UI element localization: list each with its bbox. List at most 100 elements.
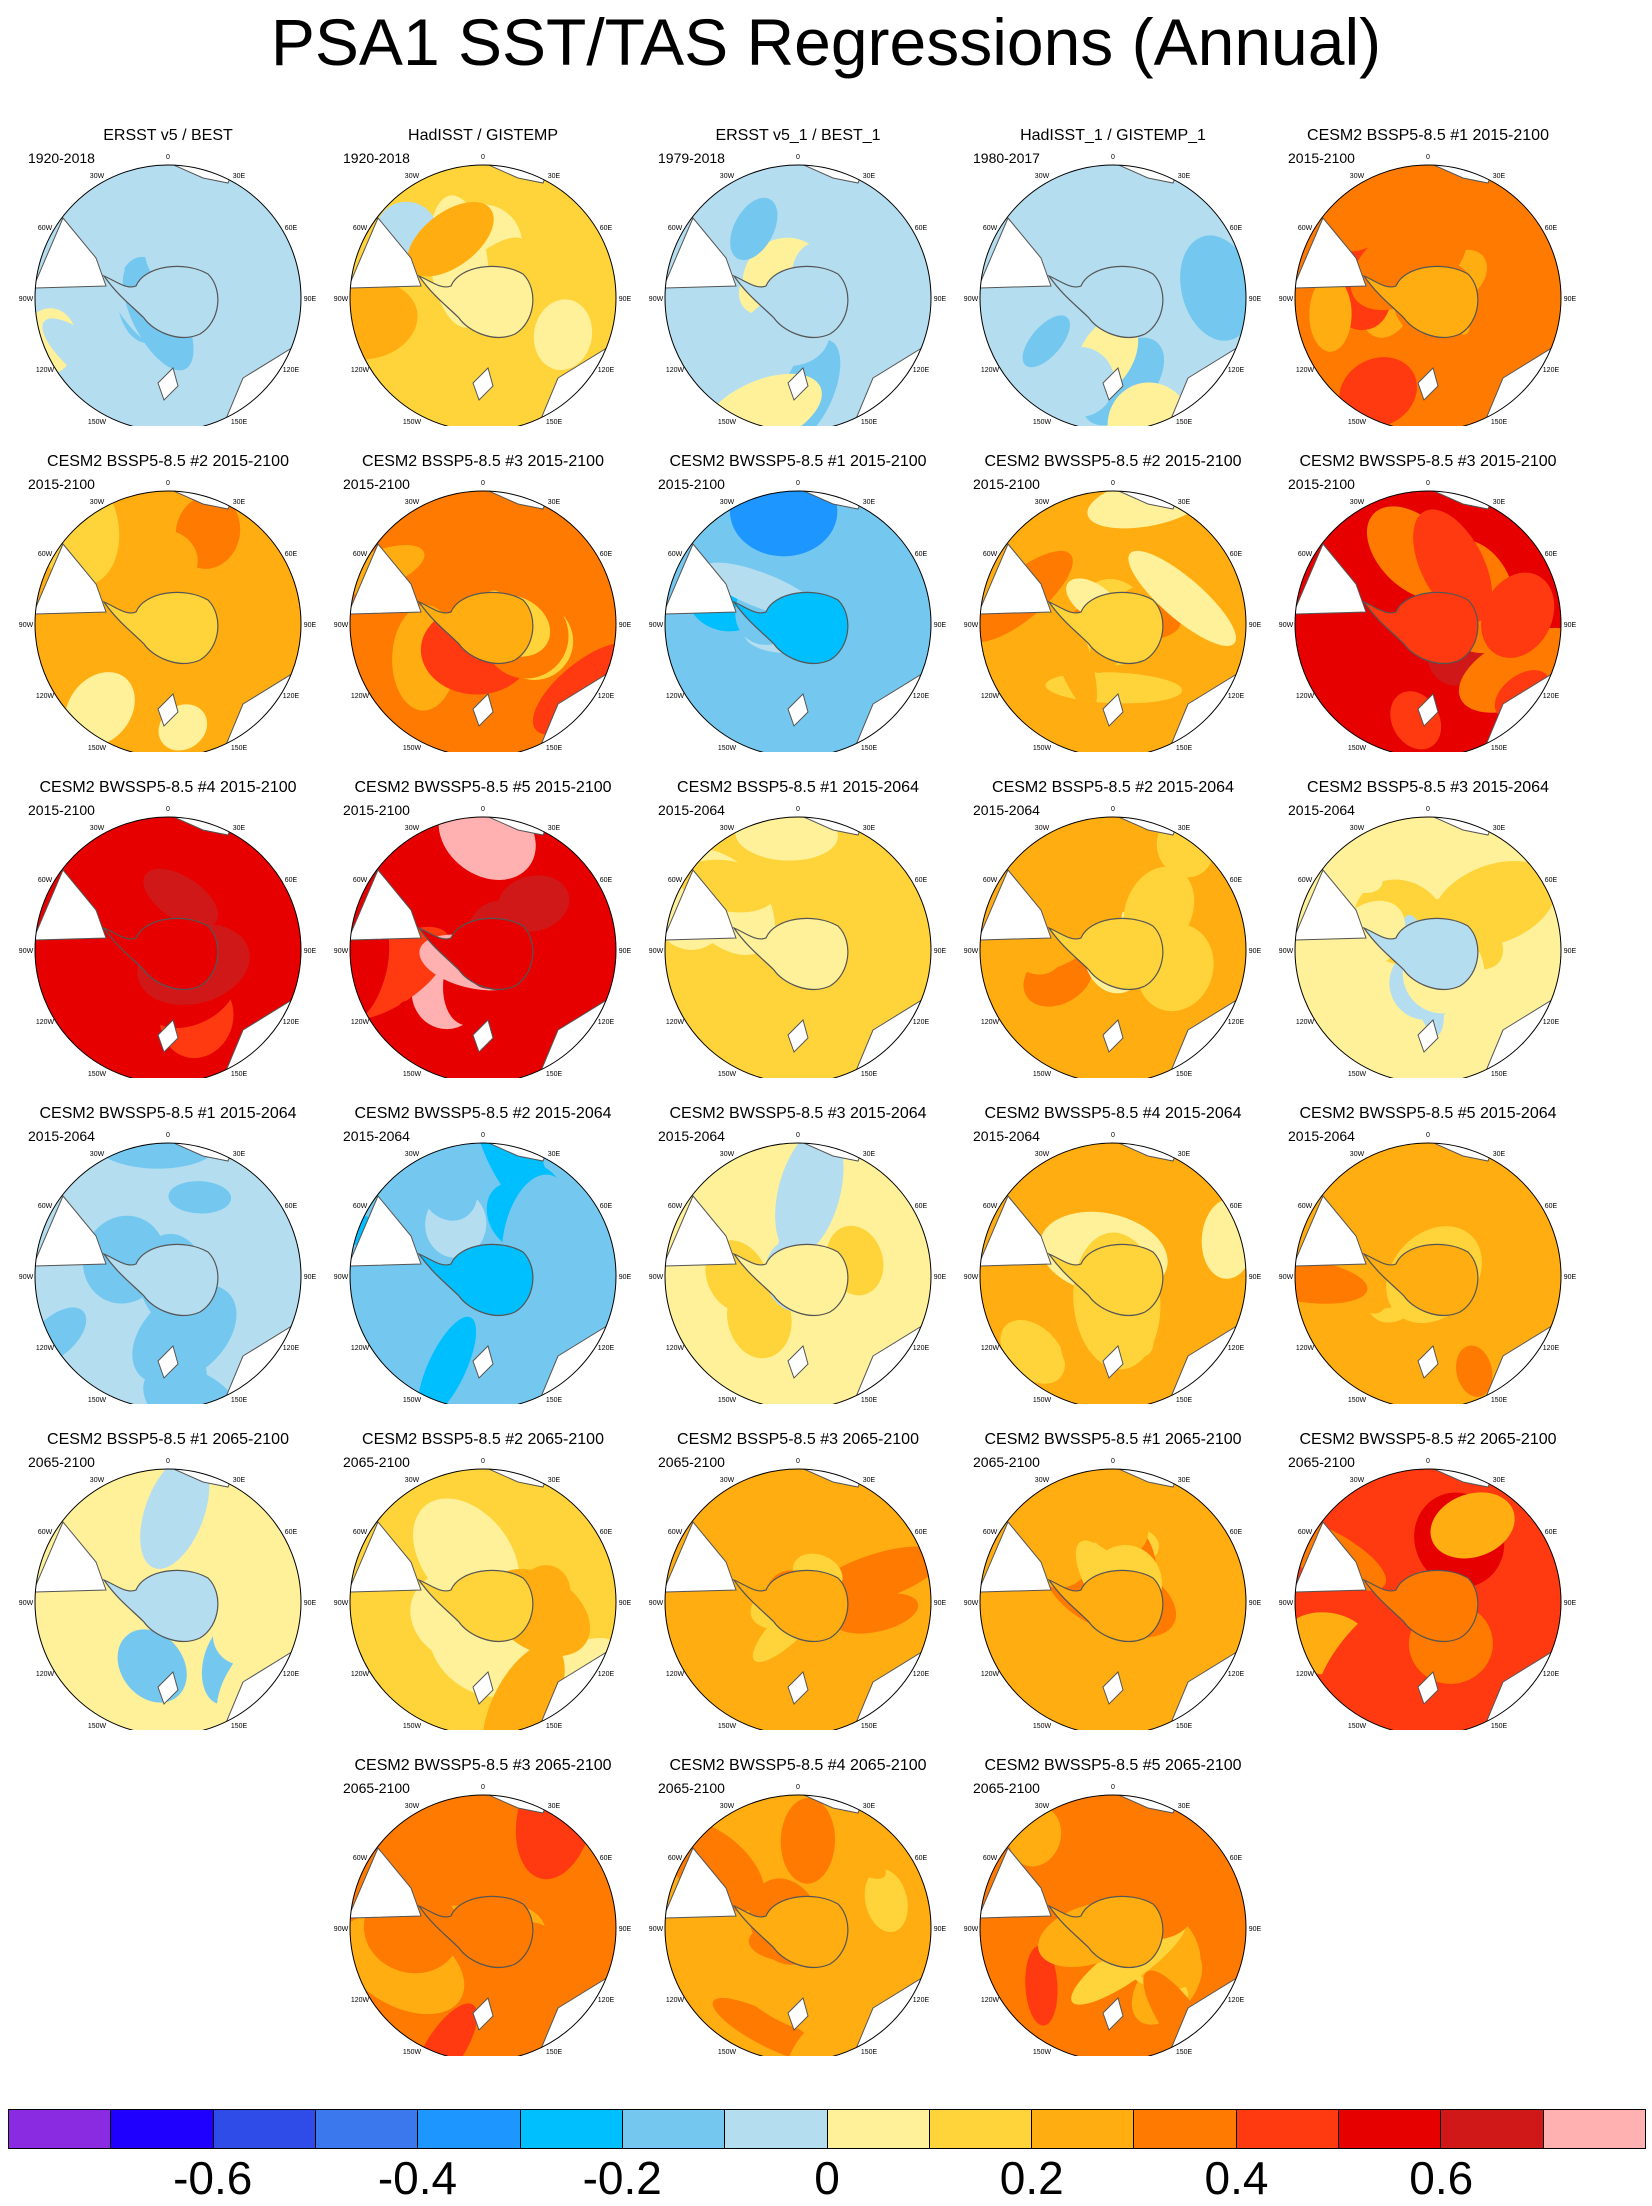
longitude-label: 90W: [964, 296, 979, 303]
panel-period: 2065-2100: [658, 1780, 725, 1796]
africa-land: [157, 491, 239, 510]
map-border: [349, 490, 617, 752]
longitude-label: 90W: [19, 1274, 34, 1281]
panel-period: 2065-2100: [973, 1454, 1040, 1470]
longitude-label: 30E: [1493, 173, 1506, 180]
panel-title: CESM2 BSSP5-8.5 #3 2015-2064: [1307, 779, 1549, 796]
anomaly-blob: [1481, 572, 1555, 658]
longitude-label: 0: [1111, 806, 1115, 813]
map-border: [1294, 1468, 1562, 1730]
longitude-label: 30E: [863, 1477, 876, 1484]
africa-land: [1102, 817, 1184, 836]
map-border: [979, 1142, 1247, 1404]
longitude-label: 90E: [1249, 1600, 1262, 1607]
longitude-label: 90W: [964, 948, 979, 955]
anomaly-blob: [1339, 357, 1417, 426]
panel-period: 2015-2100: [1288, 476, 1355, 492]
longitude-label: 120E: [1228, 1019, 1245, 1026]
longitude-label: 150W: [88, 419, 107, 426]
panel-title: CESM2 BWSSP5-8.5 #1 2015-2100: [669, 453, 927, 470]
longitude-label: 0: [166, 806, 170, 813]
longitude-label: 150W: [1348, 419, 1367, 426]
longitude-label: 60W: [668, 877, 683, 884]
longitude-label: 90W: [334, 1600, 349, 1607]
longitude-label: 30E: [1493, 499, 1506, 506]
polar-map: 030E60E90E120E150E180150W120W90W60W30W: [19, 1132, 317, 1404]
longitude-label: 90E: [619, 948, 632, 955]
anomaly-blob: [420, 1158, 478, 1221]
longitude-label: 90W: [1279, 1600, 1294, 1607]
longitude-label: 60W: [668, 1855, 683, 1862]
anomaly-blob: [1309, 276, 1352, 352]
antarctica-outline: [1047, 1895, 1164, 1968]
south-america-land: [35, 869, 107, 941]
antarctica-outline: [732, 1243, 849, 1316]
longitude-label: 30E: [1493, 1477, 1506, 1484]
map-border: [1294, 164, 1562, 426]
new-zealand-land: [787, 693, 809, 727]
longitude-label: 120W: [666, 1345, 685, 1352]
panel-title: CESM2 BWSSP5-8.5 #2 2015-2100: [984, 453, 1242, 470]
longitude-label: 30W: [720, 499, 735, 506]
new-zealand-land: [787, 1019, 809, 1053]
map-panel: 030E60E90E120E150E180150W120W90W60W30W CE…: [648, 452, 948, 752]
map-border: [979, 1794, 1247, 2056]
south-america-land: [980, 543, 1052, 615]
panel-period: 2065-2100: [28, 1454, 95, 1470]
map-panel: 030E60E90E120E150E180150W120W90W60W30WCE…: [333, 778, 633, 1078]
longitude-label: 90W: [649, 1274, 664, 1281]
polar-map: 030E60E90E120E150E180150W120W90W60W30W: [649, 480, 947, 752]
map-border: [1294, 490, 1562, 752]
anomaly-blob: [1317, 1600, 1407, 1706]
map-border: [664, 490, 932, 752]
longitude-label: 60E: [915, 877, 928, 884]
longitude-label: 60E: [600, 551, 613, 558]
longitude-label: 90E: [304, 948, 317, 955]
new-zealand-land: [1417, 693, 1439, 727]
longitude-label: 60E: [1545, 551, 1558, 558]
longitude-label: 30W: [405, 499, 420, 506]
anomaly-blob: [350, 280, 418, 360]
longitude-label: 60W: [353, 1529, 368, 1536]
longitude-label: 90E: [934, 622, 947, 629]
longitude-label: 30E: [233, 825, 246, 832]
anomaly-blob: [533, 299, 593, 371]
longitude-label: 150E: [546, 745, 563, 752]
panel-title: ERSST v5_1 / BEST_1: [715, 127, 881, 144]
africa-land: [1102, 1143, 1184, 1162]
longitude-label: 150W: [88, 1723, 107, 1730]
longitude-label: 0: [166, 1132, 170, 1139]
longitude-label: 30W: [90, 1477, 105, 1484]
longitude-label: 30E: [548, 499, 561, 506]
map-panel: 030E60E90E120E150E180150W120W90W60W30WCE…: [1278, 126, 1578, 426]
longitude-label: 120E: [1543, 367, 1560, 374]
new-zealand-land: [1417, 1019, 1439, 1053]
anomaly-blob: [1430, 1492, 1515, 1559]
longitude-label: 90W: [1279, 296, 1294, 303]
longitude-label: 30E: [233, 1151, 246, 1158]
longitude-label: 120E: [598, 1019, 615, 1026]
panel-title: CESM2 BWSSP5-8.5 #3 2015-2064: [669, 1105, 927, 1122]
longitude-label: 0: [481, 1458, 485, 1465]
longitude-label: 120W: [351, 1345, 370, 1352]
panel-period: 2015-2064: [973, 802, 1040, 818]
south-america-land: [980, 217, 1052, 289]
panel-title: CESM2 BWSSP5-8.5 #4 2065-2100: [669, 1757, 927, 1774]
longitude-label: 150W: [718, 2049, 737, 2056]
longitude-label: 60W: [668, 1203, 683, 1210]
polar-map: 030E60E90E120E150E180150W120W90W60W30W: [649, 806, 947, 1078]
anomaly-blob: [196, 1476, 254, 1596]
longitude-label: 0: [481, 806, 485, 813]
map-panel: 030E60E90E120E150E180150W120W90W60W30WCE…: [963, 778, 1263, 1078]
longitude-label: 150E: [546, 2049, 563, 2056]
map-panel: 030E60E90E120E150E180150W120W90W60W30WCE…: [18, 1104, 318, 1404]
panel-title: CESM2 BSSP5-8.5 #2 2015-2064: [992, 779, 1234, 796]
longitude-label: 120E: [1543, 693, 1560, 700]
longitude-label: 120E: [913, 367, 930, 374]
panel-period: 2015-2064: [1288, 802, 1355, 818]
anomaly-blob: [864, 1869, 908, 1933]
longitude-label: 90E: [619, 1926, 632, 1933]
longitude-label: 60E: [600, 1203, 613, 1210]
colorbar-segment: [520, 2110, 623, 2148]
longitude-label: 120E: [283, 367, 300, 374]
